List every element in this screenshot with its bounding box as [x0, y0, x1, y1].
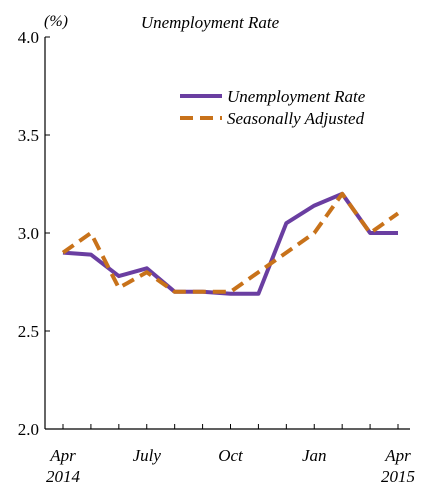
- x-ticks: Apr 2014 July Oct Jan Apr 2015: [46, 424, 415, 486]
- legend-label: Unemployment Rate: [227, 87, 366, 106]
- legend-label: Seasonally Adjusted: [227, 109, 365, 128]
- y-ticks: 2.0 2.5 3.0 3.5 4.0: [18, 28, 50, 439]
- x-tick-label: Oct: [218, 446, 244, 465]
- x-tick-label: Jan: [302, 446, 327, 465]
- y-tick-label: 2.5: [18, 322, 39, 341]
- series-line-seasonally-adjusted: [61, 191, 400, 294]
- chart-title: Unemployment Rate: [141, 13, 280, 32]
- x-tick-sublabel: 2015: [381, 467, 415, 486]
- x-tick-sublabel: 2014: [46, 467, 81, 486]
- x-tick-label: Apr: [49, 446, 76, 465]
- y-tick-label: 3.0: [18, 224, 39, 243]
- y-tick-label: 2.0: [18, 420, 39, 439]
- y-tick-label: 3.5: [18, 126, 39, 145]
- y-unit-label: (%): [44, 13, 68, 30]
- y-tick-label: 4.0: [18, 28, 39, 47]
- legend: Unemployment Rate Seasonally Adjusted: [180, 87, 366, 128]
- series-layer: [61, 191, 400, 296]
- x-tick-label: July: [133, 446, 162, 465]
- x-tick-label: Apr: [384, 446, 411, 465]
